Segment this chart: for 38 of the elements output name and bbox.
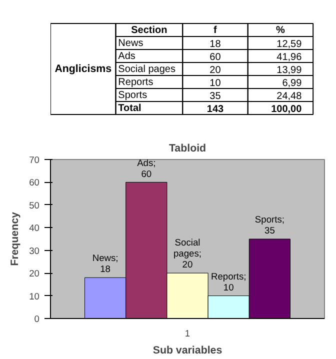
text: Section bbox=[131, 25, 168, 36]
y-tick-label: 0 bbox=[34, 314, 40, 324]
data-label: Sports; 35 bbox=[254, 214, 284, 236]
text: Ads bbox=[118, 51, 136, 62]
text: 24,48 bbox=[276, 91, 302, 102]
data-label: Reports; 10 bbox=[210, 271, 246, 292]
text: 6,99 bbox=[282, 78, 302, 89]
text: 35 bbox=[210, 91, 222, 102]
text: 12,59 bbox=[276, 39, 302, 50]
text: 10 bbox=[210, 78, 222, 89]
text: Reports bbox=[118, 77, 154, 88]
data-label: News; 18 bbox=[92, 253, 118, 274]
y-tick-label: 10 bbox=[29, 291, 40, 302]
text: % bbox=[276, 25, 286, 36]
text: Sports bbox=[118, 90, 148, 101]
y-tick-label: 30 bbox=[29, 246, 40, 256]
y-tick-label: 40 bbox=[29, 223, 40, 234]
text: f bbox=[214, 25, 218, 36]
text: Anglicisms bbox=[54, 63, 112, 75]
y-axis-title: Frequency bbox=[9, 212, 22, 266]
text: Total bbox=[118, 103, 142, 114]
text: 13,99 bbox=[276, 65, 302, 76]
x-axis-title: Sub variables bbox=[152, 344, 222, 356]
text: 143 bbox=[206, 104, 224, 115]
data-label: Social pages; 20 bbox=[173, 238, 202, 270]
text: 100,00 bbox=[271, 104, 302, 115]
text: 60 bbox=[210, 52, 222, 63]
text: 20 bbox=[210, 65, 222, 76]
y-tick-label: 50 bbox=[29, 200, 40, 210]
text: 41,96 bbox=[276, 52, 302, 63]
y-tick-label: 70 bbox=[29, 155, 40, 165]
chart-title: Tabloid bbox=[168, 142, 206, 154]
x-tick-label: 1 bbox=[184, 328, 190, 338]
text: News bbox=[118, 38, 144, 49]
text: Social pages bbox=[118, 64, 176, 75]
text: 18 bbox=[210, 39, 222, 50]
y-tick-label: 20 bbox=[29, 268, 40, 279]
y-tick-label: 60 bbox=[29, 178, 40, 188]
